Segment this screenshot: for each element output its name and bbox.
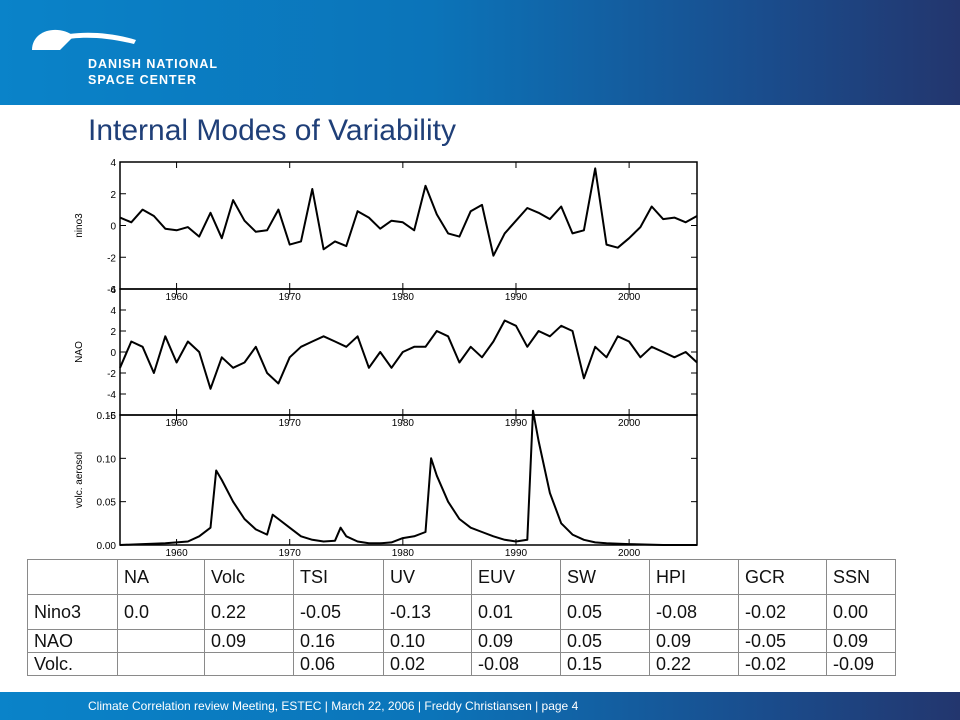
y-axis-label: nino3 — [74, 213, 85, 238]
footer-bar: Climate Correlation review Meeting, ESTE… — [0, 692, 960, 720]
table-cell: 0.09 — [471, 629, 561, 653]
logo-line-1: DANISH NATIONAL — [88, 57, 219, 71]
y-tick-label: 0.10 — [97, 454, 117, 465]
x-tick-label: 1970 — [279, 548, 302, 557]
x-tick-label: 1980 — [392, 418, 415, 429]
table-cell: -0.05 — [738, 629, 827, 653]
footer-text: Climate Correlation review Meeting, ESTE… — [88, 699, 579, 713]
table-cell — [117, 629, 205, 653]
table-cell: NAO — [27, 629, 118, 653]
table-cell: 0.0 — [117, 594, 205, 630]
table-cell: 0.06 — [293, 652, 384, 676]
table-header-cell: HPI — [649, 559, 739, 595]
x-tick-label: 2000 — [618, 292, 641, 303]
table-cell: 0.16 — [293, 629, 384, 653]
table-header-cell: TSI — [293, 559, 384, 595]
table-header-cell: SW — [560, 559, 650, 595]
table-cell: -0.13 — [383, 594, 472, 630]
table-header-cell: NA — [117, 559, 205, 595]
panel-frame — [119, 414, 698, 546]
table-cell: Nino3 — [27, 594, 118, 630]
y-axis-label: volc. aerosol — [74, 452, 85, 508]
y-tick-label: 4 — [110, 158, 116, 169]
y-tick-label: 4 — [110, 306, 116, 317]
x-tick-label: 2000 — [618, 548, 641, 557]
table-header-cell: GCR — [738, 559, 827, 595]
table-header-row: NA Volc TSI UV EUV SW HPI GCR SSN — [27, 559, 896, 595]
x-tick-label: 1980 — [392, 292, 415, 303]
x-tick-label: 2000 — [618, 418, 641, 429]
table-cell: 0.00 — [826, 594, 896, 630]
table-header-cell: Volc — [204, 559, 294, 595]
table-cell: -0.02 — [738, 652, 827, 676]
table-cell: 0.22 — [204, 594, 294, 630]
table-cell: Volc. — [27, 652, 118, 676]
charts-figure: 1960 1970 1980 1990 2000 -4 -2 0 2 4 nino3 1960 1970… — [74, 158, 698, 557]
table-header-cell: UV — [383, 559, 472, 595]
y-tick-label: -4 — [107, 390, 116, 401]
y-tick-label: 0.05 — [97, 498, 117, 509]
x-tick-label: 1990 — [505, 548, 528, 557]
logo-line-2: SPACE CENTER — [88, 73, 198, 87]
header-bar: DANISH NATIONAL SPACE CENTER — [0, 0, 960, 105]
y-tick-label: -2 — [107, 369, 116, 380]
table-cell — [117, 652, 205, 676]
series-line — [119, 167, 698, 257]
table-cell — [204, 652, 294, 676]
y-tick-label: 2 — [110, 190, 116, 201]
table-cell: 0.09 — [826, 629, 896, 653]
table-header-cell: SSN — [826, 559, 896, 595]
table-row: Volc. 0.06 0.02 -0.08 0.15 0.22 -0.02 -0… — [27, 652, 896, 676]
correlation-table: NA Volc TSI UV EUV SW HPI GCR SSN Nino3 … — [27, 559, 896, 676]
table-cell: 0.02 — [383, 652, 472, 676]
series-line — [119, 319, 698, 390]
y-tick-label: -6 — [107, 411, 116, 422]
x-tick-label: 1990 — [505, 418, 528, 429]
dnsc-logo-icon — [32, 29, 136, 50]
table-cell: -0.08 — [649, 594, 739, 630]
logo-text: DANISH NATIONAL SPACE CENTER — [88, 56, 218, 88]
x-tick-label: 1980 — [392, 548, 415, 557]
x-tick-label: 1990 — [505, 292, 528, 303]
y-axis-label: NAO — [74, 341, 85, 363]
table-cell: -0.05 — [293, 594, 384, 630]
y-tick-label: 0 — [110, 222, 116, 233]
x-tick-label: 1970 — [279, 292, 302, 303]
x-tick-label: 1960 — [165, 548, 188, 557]
table-cell: -0.02 — [738, 594, 827, 630]
y-tick-label: 0.00 — [97, 541, 117, 552]
y-tick-label: 2 — [110, 327, 116, 338]
y-tick-label: 6 — [110, 285, 116, 296]
table-row: Nino3 0.0 0.22 -0.05 -0.13 0.01 0.05 -0.… — [27, 594, 896, 630]
y-tick-label: -2 — [107, 253, 116, 264]
y-tick-label: 0.15 — [97, 411, 117, 422]
table-cell: 0.05 — [560, 594, 650, 630]
table-cell: 0.09 — [649, 629, 739, 653]
table-cell: 0.10 — [383, 629, 472, 653]
table-row: NAO 0.09 0.16 0.10 0.09 0.05 0.09 -0.05 … — [27, 629, 896, 653]
slide-title: Internal Modes of Variability — [88, 114, 456, 147]
y-tick-label: 0 — [110, 348, 116, 359]
table-header-cell — [27, 559, 118, 595]
y-tick-label: -4 — [107, 285, 116, 296]
x-tick-label: 1970 — [279, 418, 302, 429]
table-cell: 0.01 — [471, 594, 561, 630]
table-cell: 0.09 — [204, 629, 294, 653]
table-header-cell: EUV — [471, 559, 561, 595]
table-cell: -0.09 — [826, 652, 896, 676]
series-line — [119, 409, 697, 546]
x-tick-label: 1960 — [165, 292, 188, 303]
table-cell: 0.22 — [649, 652, 739, 676]
table-cell: -0.08 — [471, 652, 561, 676]
table-cell: 0.05 — [560, 629, 650, 653]
table-cell: 0.15 — [560, 652, 650, 676]
x-tick-label: 1960 — [165, 418, 188, 429]
